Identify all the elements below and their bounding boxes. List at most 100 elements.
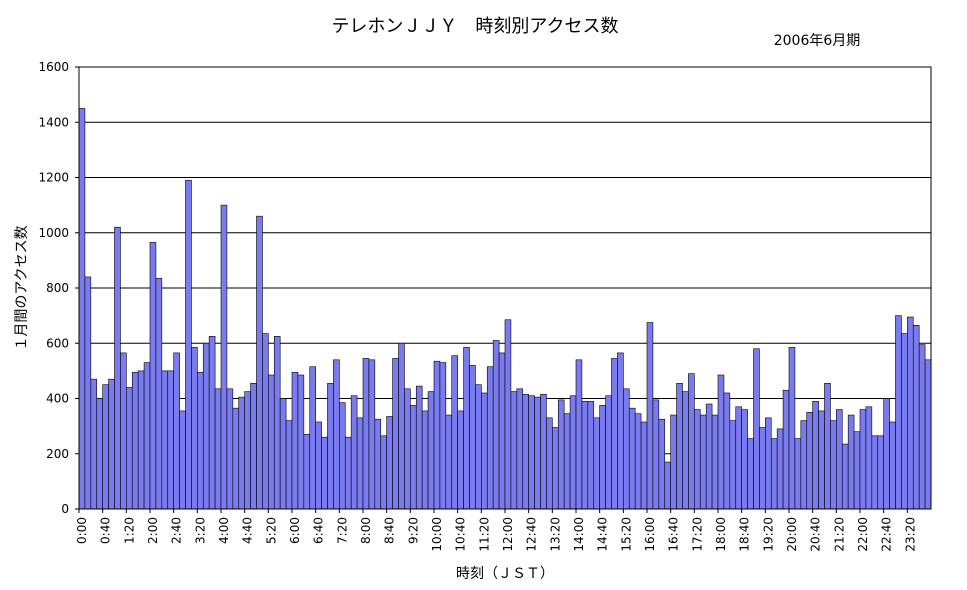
bar-10-20 (445, 414, 453, 510)
x-tick-label: 22:40 (880, 517, 894, 552)
bar-18-00 (717, 374, 725, 510)
bar-22-20 (871, 435, 879, 510)
x-tick-label: 18:40 (738, 517, 752, 552)
bar-3-10 (191, 347, 198, 510)
bar-12-20 (516, 388, 524, 510)
bar-10-50 (463, 347, 470, 510)
bar-21-30 (841, 443, 849, 510)
bar-15-20 (623, 388, 630, 510)
x-tick-label: 10:00 (430, 517, 444, 552)
x-tick-label: 17:20 (690, 517, 704, 552)
bar-9-00 (398, 342, 405, 510)
bar-8-20 (374, 418, 382, 510)
y-tick-label: 200 (46, 447, 69, 461)
x-tick-label: 2:00 (146, 517, 160, 544)
bar-20-10 (794, 438, 802, 510)
bar-9-50 (427, 391, 435, 510)
bar-6-00 (291, 371, 299, 510)
bar-8-50 (392, 358, 399, 510)
x-tick-label: 2:40 (170, 517, 184, 544)
bar-11-10 (475, 384, 482, 510)
bar-11-30 (486, 366, 494, 510)
bar-21-20 (836, 409, 843, 510)
bar-11-40 (492, 340, 500, 510)
bar-17-50 (711, 414, 719, 510)
x-tick-label: 0:00 (75, 517, 89, 544)
bar-2-00 (149, 242, 157, 510)
bar-18-30 (735, 406, 742, 510)
bar-4-20 (232, 407, 240, 510)
bar-6-20 (303, 434, 311, 510)
x-tick-label: 23:20 (903, 517, 917, 552)
bar-21-00 (824, 383, 831, 510)
bar-21-50 (853, 431, 861, 510)
bar-18-10 (723, 392, 731, 510)
bar-19-40 (776, 428, 784, 510)
bar-21-10 (830, 420, 837, 510)
bar-7-20 (339, 402, 346, 510)
bar-22-00 (859, 409, 867, 510)
bar-13-50 (569, 395, 577, 510)
bar-16-20 (658, 418, 666, 510)
bar-0-00 (78, 108, 86, 510)
bar-10-40 (457, 410, 464, 510)
x-tick-label: 13:20 (548, 517, 562, 552)
bar-2-50 (179, 410, 186, 510)
bar-2-30 (167, 370, 174, 510)
bar-5-50 (285, 420, 293, 510)
bar-0-10 (84, 276, 92, 510)
bar-20-50 (818, 410, 825, 510)
bar-8-40 (386, 416, 393, 510)
bar-13-20 (552, 427, 559, 510)
bar-20-00 (788, 347, 796, 510)
bar-13-00 (540, 394, 547, 510)
bar-5-40 (279, 398, 287, 510)
bar-6-10 (297, 374, 305, 510)
bar-2-10 (155, 278, 163, 510)
bar-11-50 (498, 352, 506, 510)
bar-1-00 (114, 226, 121, 510)
bar-13-40 (563, 413, 571, 510)
bar-8-00 (362, 358, 370, 510)
bar-4-30 (238, 396, 245, 510)
x-tick-label: 16:40 (667, 517, 681, 552)
bar-23-50 (924, 359, 932, 510)
bar-20-30 (806, 412, 813, 510)
y-tick-label: 400 (46, 392, 69, 406)
bar-0-40 (102, 384, 109, 510)
bar-4-00 (220, 204, 228, 510)
bar-20-20 (800, 420, 808, 510)
x-tick-label: 6:00 (288, 517, 302, 544)
bar-19-20 (765, 417, 772, 510)
bar-3-00 (185, 179, 192, 510)
bar-19-10 (759, 427, 766, 510)
bar-10-00 (433, 360, 441, 510)
bar-14-40 (599, 405, 606, 510)
x-tick-label: 9:20 (406, 517, 420, 544)
bar-6-50 (321, 436, 328, 510)
x-tick-label: 1:20 (122, 517, 136, 544)
bar-6-40 (315, 421, 322, 510)
bar-0-50 (108, 378, 115, 510)
x-axis-ticks: 0:00 0:40 1:20 2:00 2:40 3:20 4:00 4:40 5:20 6:00… (75, 509, 917, 552)
bar-18-50 (747, 438, 754, 510)
bar-9-40 (421, 410, 429, 510)
y-axis-ticks: 0 200 400 600 800 1000 1200 1400 1600 (38, 60, 79, 516)
bar-10-10 (439, 362, 447, 510)
x-tick-label: 22:00 (856, 517, 870, 552)
bar-14-00 (575, 359, 583, 510)
chart-subtitle: 2006年6月期 (774, 33, 861, 49)
bar-9-20 (410, 405, 417, 510)
bar-12-10 (510, 391, 518, 510)
bar-17-10 (688, 373, 695, 510)
bar-7-40 (350, 395, 358, 510)
bar-3-20 (197, 371, 204, 510)
y-tick-label: 800 (46, 281, 69, 295)
bar-22-30 (877, 435, 884, 510)
bar-20-40 (812, 400, 819, 510)
bar-7-30 (344, 436, 352, 510)
x-tick-label: 18:00 (714, 517, 728, 552)
bar-3-40 (208, 336, 216, 510)
x-tick-label: 19:20 (761, 517, 775, 552)
